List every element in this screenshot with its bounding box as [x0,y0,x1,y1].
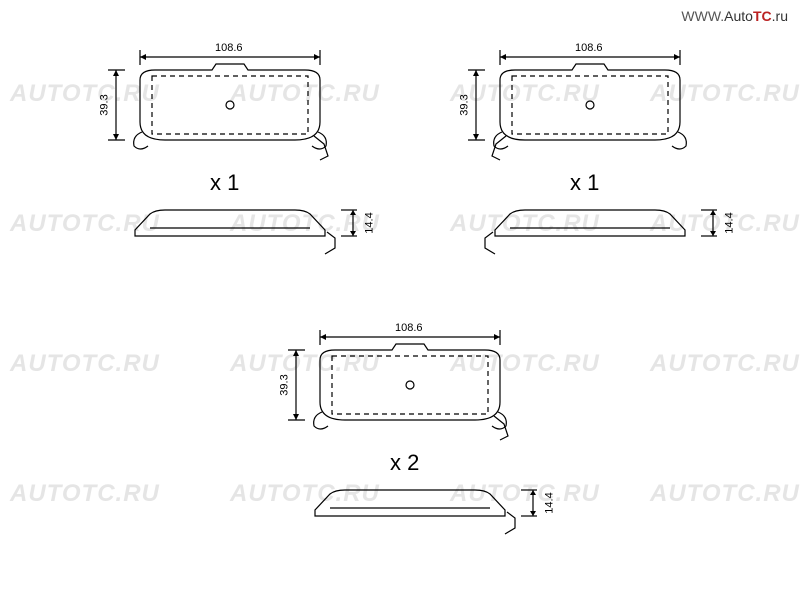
url-www: WWW. [681,8,724,24]
dim-height: 39.3 [279,374,291,395]
dim-thickness: 14.4 [364,212,376,233]
quantity-label: x 2 [390,450,419,476]
brake-pad-group: 108.639.314.4x 1 [430,30,730,290]
quantity-label: x 1 [210,170,239,196]
watermark-text: AUTOTC.RU [650,480,800,508]
dim-width: 108.6 [395,322,423,334]
pad-drawing [430,30,730,290]
watermark-text: AUTOTC.RU [650,350,800,378]
watermark-text: AUTOTC.RU [10,480,160,508]
pad-drawing [250,310,550,570]
dim-width: 108.6 [575,42,603,54]
url-tc: TC [753,8,772,24]
dim-height: 39.3 [99,94,111,115]
dim-width: 108.6 [215,42,243,54]
brake-pad-group: 108.639.314.4x 1 [70,30,370,290]
quantity-label: x 1 [570,170,599,196]
brake-pad-group: 108.639.314.4x 2 [250,310,550,570]
dim-height: 39.3 [459,94,471,115]
source-url: WWW.AutoTC.ru [681,8,788,24]
url-ru: .ru [772,8,788,24]
pad-drawing [70,30,370,290]
watermark-text: AUTOTC.RU [10,350,160,378]
url-auto: Auto [724,8,753,24]
dim-thickness: 14.4 [724,212,736,233]
dim-thickness: 14.4 [544,492,556,513]
